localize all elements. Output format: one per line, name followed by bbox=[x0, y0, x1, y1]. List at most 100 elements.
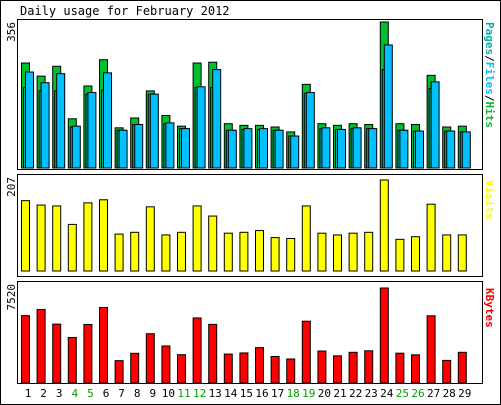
visits-bar bbox=[255, 230, 264, 272]
visits-bar bbox=[52, 205, 62, 272]
day-label: 19 bbox=[302, 387, 315, 400]
kbytes-bar bbox=[301, 320, 311, 384]
files-bar bbox=[243, 128, 253, 169]
files-bar bbox=[56, 73, 66, 169]
day-label: 10 bbox=[162, 387, 175, 400]
kbytes-max-label: 7520 bbox=[5, 284, 18, 311]
kbytes-bar bbox=[411, 354, 420, 384]
visits-bar bbox=[192, 205, 202, 272]
day-label: 8 bbox=[134, 387, 141, 400]
files-bar bbox=[415, 130, 424, 169]
kbytes-bar bbox=[348, 351, 358, 384]
kbytes-bar bbox=[426, 315, 436, 384]
files-bar bbox=[212, 69, 222, 169]
bars-layer bbox=[21, 21, 471, 384]
visits-bar bbox=[457, 234, 467, 272]
kbytes-bar bbox=[52, 323, 62, 384]
files-bar bbox=[227, 129, 237, 169]
legend-files: Files bbox=[483, 62, 496, 95]
day-label: 29 bbox=[458, 387, 471, 400]
kbytes-bar bbox=[333, 355, 342, 384]
files-bar bbox=[40, 82, 50, 169]
kbytes-bar bbox=[114, 360, 124, 384]
files-bar bbox=[259, 128, 268, 169]
day-label: 7 bbox=[118, 387, 125, 400]
hits-legend-label: Pages/Files/Hits bbox=[483, 22, 496, 128]
visits-bar bbox=[442, 234, 452, 272]
kbytes-bar bbox=[442, 359, 452, 384]
visits-bar bbox=[348, 232, 358, 272]
legend-pages: Pages bbox=[483, 22, 496, 55]
kbytes-bar bbox=[67, 337, 77, 384]
day-label: 1 bbox=[25, 387, 32, 400]
visits-max-label: 207 bbox=[5, 177, 18, 197]
kbytes-bar bbox=[255, 347, 264, 384]
files-bar bbox=[321, 127, 331, 169]
visits-bar bbox=[301, 205, 311, 272]
kbytes-bar bbox=[161, 345, 171, 384]
day-labels: 1 2 3 4 5 6 7 8 9 10 11 12 13 14 15 16 17 18 19 20 21 22 23 24 2… bbox=[25, 387, 472, 400]
kbytes-bar bbox=[208, 323, 218, 384]
kbytes-bar bbox=[177, 354, 186, 384]
day-label: 9 bbox=[149, 387, 156, 400]
files-bar bbox=[165, 122, 175, 169]
day-label: 6 bbox=[103, 387, 110, 400]
files-bar bbox=[134, 124, 144, 169]
files-bar bbox=[149, 93, 159, 169]
panel-visits-frame bbox=[17, 174, 483, 277]
files-bar bbox=[305, 92, 315, 169]
day-label: 21 bbox=[333, 387, 346, 400]
visits-legend-label: Visits bbox=[483, 180, 496, 220]
day-label: 27 bbox=[427, 387, 440, 400]
visits-bar bbox=[21, 200, 30, 272]
files-bar bbox=[430, 81, 440, 169]
panel-kbytes-frame bbox=[17, 281, 483, 384]
kbytes-bar bbox=[83, 324, 93, 384]
visits-bar bbox=[36, 204, 46, 272]
visits-bar bbox=[130, 231, 140, 272]
day-label: 14 bbox=[224, 387, 238, 400]
kbytes-bar bbox=[379, 287, 389, 384]
files-bar bbox=[461, 131, 471, 169]
files-bar bbox=[196, 86, 206, 169]
day-label: 25 bbox=[396, 387, 409, 400]
visits-bar bbox=[161, 234, 171, 272]
visits-bar bbox=[208, 215, 218, 272]
kbytes-bar bbox=[36, 308, 46, 384]
visits-bar bbox=[317, 232, 327, 272]
legend-sep-2: / bbox=[483, 95, 496, 102]
visits-bar bbox=[333, 234, 342, 272]
day-label: 12 bbox=[193, 387, 206, 400]
day-label: 17 bbox=[271, 387, 284, 400]
files-bar bbox=[181, 128, 190, 169]
visits-bar bbox=[426, 203, 436, 272]
visits-bar bbox=[145, 206, 155, 272]
kbytes-bar bbox=[270, 355, 280, 384]
kbytes-bar bbox=[192, 317, 202, 384]
kbytes-bar bbox=[457, 351, 467, 384]
files-bar bbox=[337, 128, 346, 169]
visits-bar bbox=[411, 236, 420, 272]
day-label: 16 bbox=[255, 387, 268, 400]
day-label: 26 bbox=[411, 387, 424, 400]
visits-bar bbox=[286, 237, 296, 272]
files-bar bbox=[87, 92, 97, 169]
files-bar bbox=[446, 130, 456, 169]
visits-bar bbox=[67, 223, 77, 272]
legend-hits: Hits bbox=[483, 102, 496, 129]
kbytes-bar bbox=[286, 358, 296, 384]
files-bar bbox=[352, 127, 362, 169]
files-bar bbox=[290, 135, 300, 169]
day-label: 18 bbox=[287, 387, 300, 400]
files-bar bbox=[274, 129, 284, 169]
files-bar bbox=[383, 44, 393, 169]
kbytes-legend-label: KBytes bbox=[483, 288, 496, 328]
kbytes-bar bbox=[395, 352, 405, 384]
kbytes-bar bbox=[364, 350, 374, 384]
day-label: 11 bbox=[177, 387, 190, 400]
files-bar bbox=[368, 128, 378, 169]
visits-bar bbox=[223, 232, 233, 272]
files-bar bbox=[118, 129, 128, 169]
visits-bar bbox=[395, 238, 405, 272]
